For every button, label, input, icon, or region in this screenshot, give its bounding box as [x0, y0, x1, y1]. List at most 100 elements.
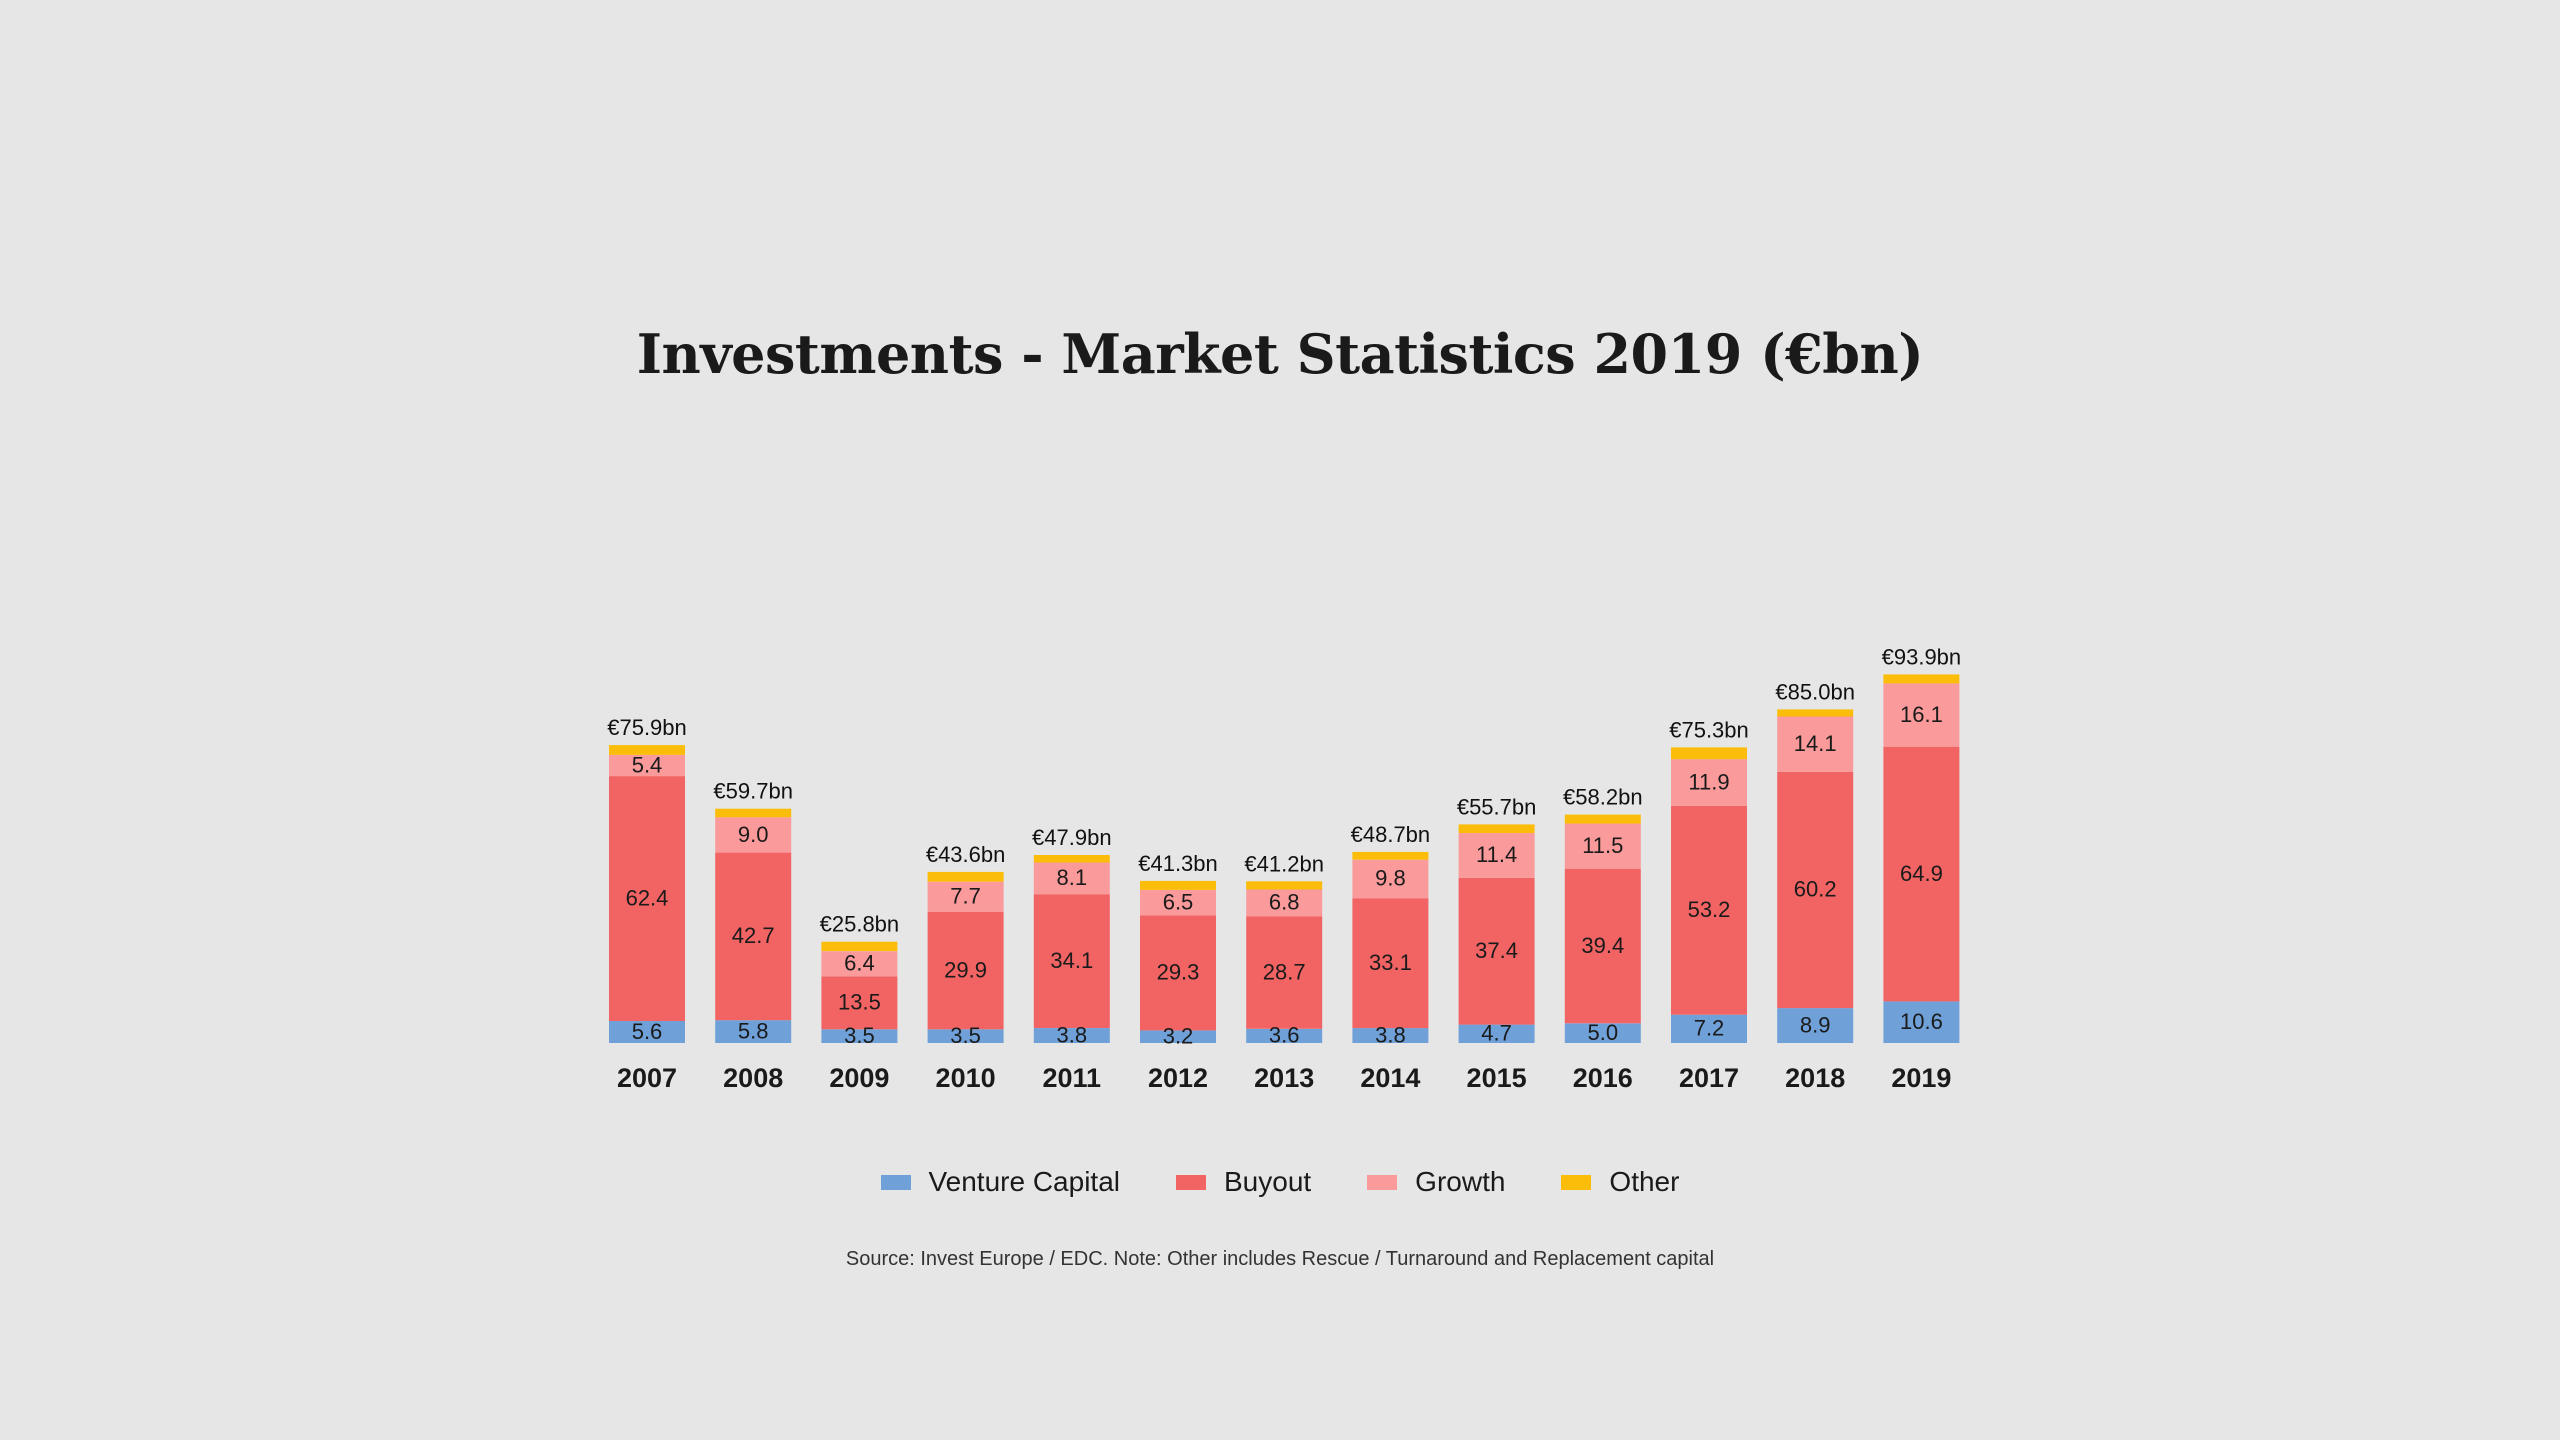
labels-layer: 5.6 62.4 5.4 €75.9bn 2007 5.8 42.7 9.0 €59.7bn 20…	[607, 644, 1961, 1093]
bar-segment-growth-2011	[1033, 862, 1110, 895]
data-label-growth-2010: 7.7	[950, 884, 981, 909]
data-label-venture-capital-2015: 4.7	[1481, 1021, 1512, 1046]
total-label-2008: €59.7bn	[713, 779, 793, 804]
bar-segment-buyout-2019	[1883, 746, 1960, 1002]
bar-segment-growth-2012	[1140, 889, 1216, 916]
bar-segment-growth-2009	[821, 951, 898, 977]
source-note: Source: Invest Europe / EDC. Note: Other…	[845, 1248, 1715, 1270]
data-label-growth-2008: 9.0	[738, 822, 769, 847]
bar-segment-venture-capital-2008	[715, 1020, 792, 1043]
x-tick-label-2013: 2013	[1254, 1063, 1314, 1093]
total-label-2013: €41.2bn	[1244, 851, 1324, 876]
bar-segment-other-2019	[1883, 674, 1960, 684]
data-label-growth-2009: 6.4	[844, 951, 875, 976]
bar-segment-other-2011	[1033, 855, 1110, 863]
data-label-buyout-2007: 62.4	[626, 885, 669, 910]
legend-item-growth: Growth	[1367, 1166, 1505, 1198]
legend-swatch-venture-capital	[880, 1174, 911, 1190]
total-label-2015: €55.7bn	[1457, 794, 1537, 819]
data-label-buyout-2015: 37.4	[1475, 938, 1518, 963]
total-label-2011: €47.9bn	[1032, 825, 1112, 850]
bar-segment-growth-2014	[1352, 859, 1429, 899]
bar-segment-other-2009	[821, 941, 898, 952]
data-label-growth-2012: 6.5	[1163, 890, 1194, 915]
data-label-buyout-2009: 13.5	[838, 990, 881, 1015]
total-label-2014: €48.7bn	[1351, 822, 1431, 847]
x-tick-label-2016: 2016	[1573, 1063, 1633, 1093]
bar-segment-buyout-2016	[1564, 868, 1641, 1024]
legend-item-other: Other	[1561, 1166, 1679, 1198]
bar-segment-growth-2015	[1458, 833, 1535, 878]
x-tick-label-2019: 2019	[1891, 1063, 1951, 1093]
data-label-growth-2015: 11.4	[1476, 842, 1517, 867]
bar-segment-buyout-2013	[1246, 916, 1323, 1029]
data-label-venture-capital-2009: 3.5	[844, 1023, 875, 1048]
total-label-2010: €43.6bn	[926, 842, 1006, 867]
bar-segment-venture-capital-2009	[821, 1029, 898, 1043]
x-tick-label-2012: 2012	[1148, 1063, 1208, 1093]
legend: Venture Capital Buyout Growth Other	[0, 1166, 2560, 1198]
bar-segment-growth-2010	[927, 881, 1004, 912]
data-label-buyout-2019: 64.9	[1900, 861, 1943, 886]
x-tick-label-2017: 2017	[1679, 1063, 1739, 1093]
bar-segment-growth-2007	[609, 754, 685, 777]
legend-swatch-buyout	[1176, 1174, 1206, 1190]
bar-segment-other-2007	[609, 745, 685, 755]
data-label-venture-capital-2014: 3.8	[1375, 1022, 1406, 1047]
bar-segment-buyout-2014	[1352, 898, 1429, 1029]
data-label-venture-capital-2017: 7.2	[1694, 1016, 1725, 1041]
legend-label: Venture Capital	[928, 1166, 1120, 1197]
chart-title: Investments - Market Statistics 2019 (€b…	[636, 322, 1924, 386]
bar-segment-growth-2016	[1564, 823, 1641, 869]
data-label-growth-2018: 14.1	[1794, 731, 1837, 756]
legend-swatch-other	[1561, 1174, 1592, 1190]
bar-segment-other-2017	[1671, 747, 1747, 760]
legend-item-venture-capital: Venture Capital	[880, 1166, 1120, 1198]
data-label-venture-capital-2010: 3.5	[950, 1023, 981, 1048]
bar-segment-other-2014	[1352, 851, 1429, 860]
data-label-growth-2019: 16.1	[1900, 702, 1943, 727]
data-label-growth-2017: 11.9	[1688, 769, 1729, 794]
total-label-2007: €75.9bn	[607, 715, 687, 740]
x-tick-label-2008: 2008	[723, 1063, 783, 1093]
total-label-2017: €75.3bn	[1669, 717, 1749, 742]
data-label-buyout-2017: 53.2	[1688, 897, 1731, 922]
x-tick-label-2011: 2011	[1043, 1063, 1102, 1093]
x-tick-label-2007: 2007	[617, 1063, 677, 1093]
data-label-buyout-2010: 29.9	[944, 957, 987, 982]
x-tick-label-2010: 2010	[936, 1063, 996, 1093]
legend-swatch-growth	[1367, 1174, 1398, 1190]
data-label-venture-capital-2019: 10.6	[1900, 1009, 1943, 1034]
bar-segment-venture-capital-2010	[927, 1029, 1004, 1043]
data-label-venture-capital-2016: 5.0	[1588, 1020, 1619, 1045]
data-label-buyout-2018: 60.2	[1794, 877, 1837, 902]
total-label-2019: €93.9bn	[1882, 644, 1962, 669]
total-label-2009: €25.8bn	[820, 912, 900, 937]
data-label-buyout-2012: 29.3	[1157, 960, 1200, 985]
data-label-venture-capital-2013: 3.6	[1269, 1023, 1300, 1048]
data-label-buyout-2011: 34.1	[1050, 948, 1093, 973]
bar-segment-growth-2017	[1671, 759, 1747, 806]
legend-label: Other	[1609, 1166, 1680, 1197]
bars-layer	[609, 674, 1960, 1043]
data-label-buyout-2014: 33.1	[1369, 950, 1412, 975]
bar-segment-venture-capital-2017	[1671, 1014, 1747, 1043]
bar-segment-buyout-2011	[1033, 894, 1110, 1028]
bar-segment-growth-2013	[1246, 889, 1323, 917]
data-label-buyout-2008: 42.7	[732, 923, 775, 948]
legend-label: Buyout	[1224, 1166, 1312, 1197]
bar-segment-venture-capital-2013	[1246, 1028, 1323, 1043]
bar-segment-venture-capital-2019	[1883, 1001, 1960, 1043]
bar-segment-venture-capital-2007	[609, 1021, 685, 1043]
legend-item-buyout: Buyout	[1176, 1166, 1311, 1198]
bar-segment-other-2013	[1246, 881, 1323, 890]
bar-segment-venture-capital-2014	[1352, 1028, 1429, 1043]
bar-segment-other-2010	[927, 871, 1004, 882]
data-label-buyout-2016: 39.4	[1581, 933, 1624, 958]
x-tick-label-2018: 2018	[1785, 1063, 1845, 1093]
bar-segment-buyout-2009	[821, 976, 898, 1030]
legend-label: Growth	[1415, 1166, 1506, 1197]
bar-segment-venture-capital-2011	[1033, 1028, 1110, 1043]
data-label-buyout-2013: 28.7	[1263, 959, 1306, 984]
bar-segment-growth-2018	[1777, 716, 1854, 772]
